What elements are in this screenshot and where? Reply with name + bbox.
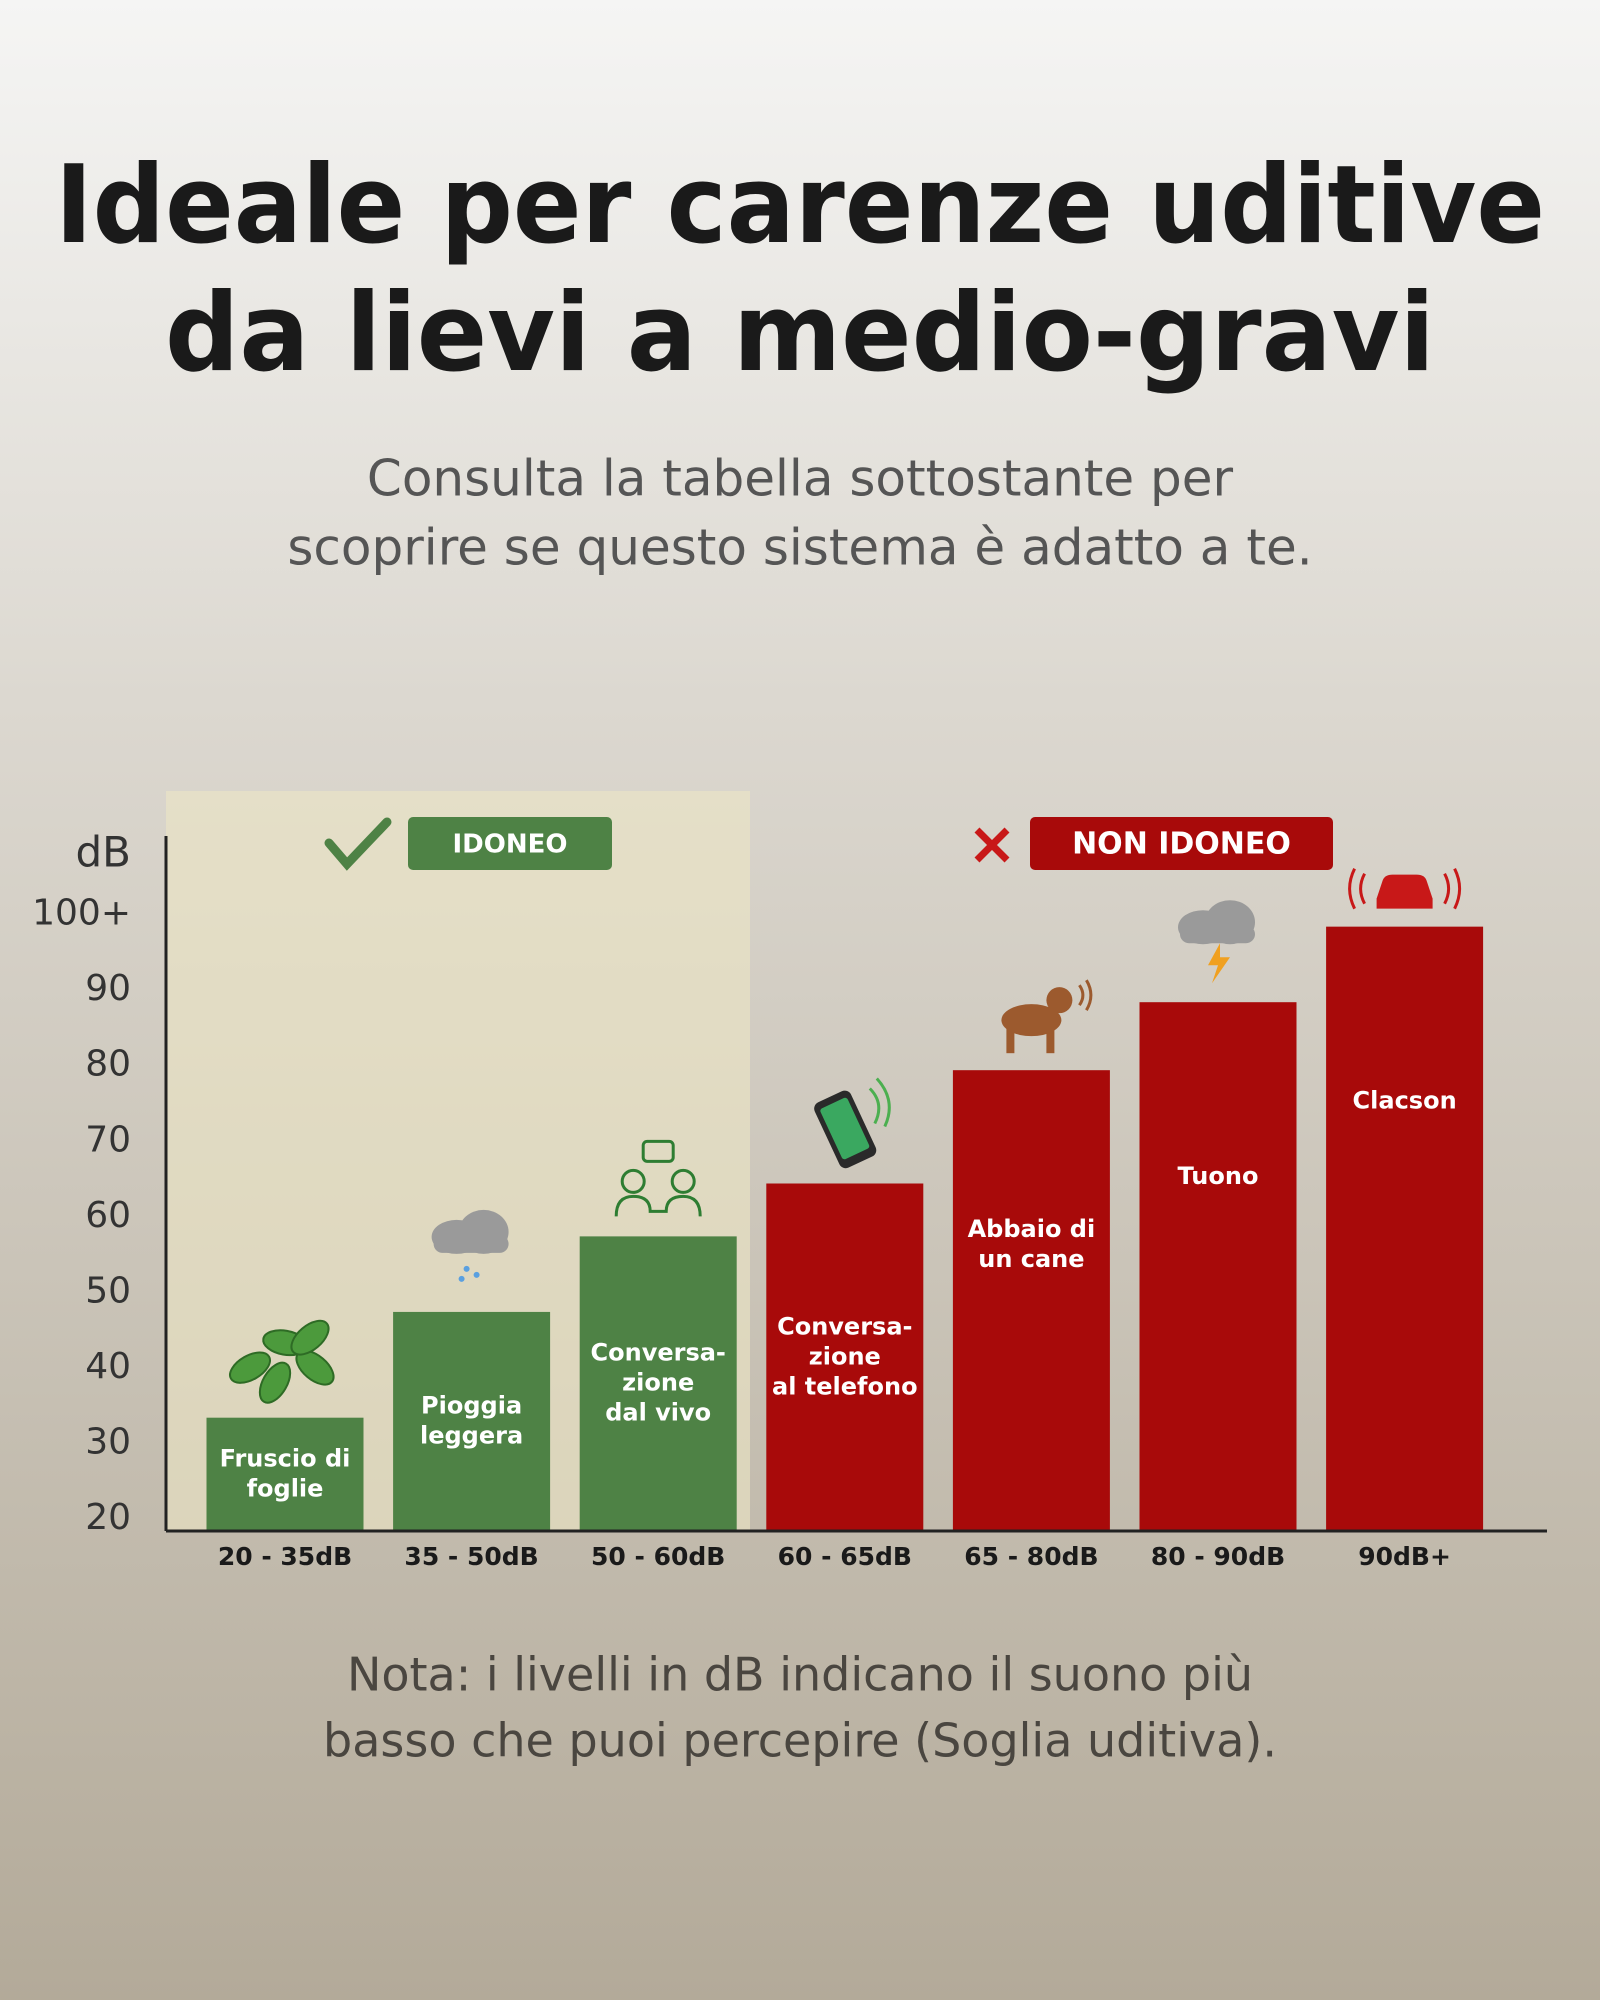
y-tick-label: 90 [85, 968, 131, 1009]
icon-shape [1006, 1025, 1015, 1054]
bar-icon [814, 1077, 891, 1169]
x-tick-label: 35 - 50dB [404, 1542, 538, 1571]
icon-shape [463, 1265, 470, 1272]
x-tick-label: 65 - 80dB [964, 1542, 1098, 1571]
icon-shape [1348, 867, 1462, 910]
y-tick: 30 [85, 1421, 131, 1462]
x-tick-label: 20 - 35dB [218, 1542, 352, 1571]
bar [393, 1311, 551, 1531]
bar-label: Tuono [1178, 1162, 1259, 1190]
icon-shape [1208, 943, 1230, 984]
bar-label: dal vivo [605, 1399, 711, 1427]
icon-shape [473, 1271, 480, 1278]
legend-badge [1030, 817, 1333, 870]
subtitle: scoprire se questo sistema è adatto a te… [287, 519, 1312, 577]
x-tick-label: 90dB+ [1358, 1542, 1451, 1571]
bar [1139, 1002, 1297, 1531]
icon-shape [620, 1168, 646, 1194]
icon-shape [229, 1351, 271, 1384]
y-tick: 80 [85, 1044, 131, 1085]
y-tick-label: 40 [85, 1346, 131, 1387]
bar-icon [1348, 867, 1462, 910]
icon-shape [641, 1139, 675, 1163]
y-tick-label: 30 [85, 1421, 131, 1462]
x-tick-label: 50 - 60dB [591, 1542, 725, 1571]
icon-shape [1046, 1025, 1055, 1054]
y-tick-label: 50 [85, 1270, 131, 1311]
icon-shape [614, 1194, 702, 1217]
icon-shape [258, 1361, 292, 1404]
subtitle: Consulta la tabella sottostante per [367, 450, 1234, 508]
y-tick-label: 20 [85, 1497, 131, 1538]
icon-shape [670, 1168, 696, 1194]
title: Ideale per carenze uditive [55, 143, 1545, 268]
legend-item: IDONEO [324, 817, 612, 871]
legend-item: NON IDONEO [974, 817, 1333, 870]
bar-label: foglie [247, 1474, 324, 1502]
y-axis-label: dB [76, 828, 131, 877]
bar-label: Fruscio di [220, 1444, 351, 1472]
bar-label: Conversa- [777, 1312, 912, 1340]
bar-label: un cane [978, 1245, 1084, 1273]
y-tick-label: 60 [85, 1195, 131, 1236]
icon-shape [290, 1319, 330, 1356]
bar [1326, 926, 1484, 1531]
bar-icon [229, 1319, 335, 1404]
bar [579, 1236, 737, 1531]
icon-shape [1180, 925, 1255, 944]
bar-label: zione [809, 1342, 881, 1370]
legend-icon [974, 827, 1010, 863]
x-tick-label: 80 - 90dB [1151, 1542, 1285, 1571]
legend-icon [324, 817, 392, 871]
y-tick: 90 [85, 968, 131, 1009]
y-tick-label: 80 [85, 1044, 131, 1085]
bar [766, 1183, 924, 1531]
bar [952, 1070, 1110, 1531]
bar [206, 1417, 364, 1531]
bar-icon [614, 1139, 702, 1217]
bar-label: Abbaio di [968, 1215, 1096, 1243]
bar-label: al telefono [772, 1372, 918, 1400]
legend-badge [408, 817, 612, 870]
bar-label: Conversa- [591, 1339, 726, 1367]
y-tick: 100+ [32, 893, 131, 934]
y-tick-label: 70 [85, 1119, 131, 1160]
bar-icon [431, 1209, 509, 1282]
note: Nota: i livelli in dB indicano il suono … [347, 1648, 1253, 1702]
legend-label: IDONEO [453, 830, 568, 860]
icon-shape [1046, 987, 1073, 1014]
y-tick: 20 [85, 1497, 131, 1538]
bar-label: leggera [420, 1421, 523, 1449]
bar-icon [1178, 900, 1255, 984]
bar-icon [1001, 979, 1093, 1054]
y-tick-label: 100+ [32, 893, 131, 934]
legend-label: NON IDONEO [1072, 827, 1291, 862]
title: da lievi a medio-gravi [165, 271, 1435, 396]
icon-shape [433, 1234, 509, 1253]
bar-label: zione [622, 1369, 694, 1397]
icon-shape [1078, 979, 1093, 1011]
icon-shape [458, 1275, 465, 1282]
y-tick: 70 [85, 1119, 131, 1160]
y-tick: 60 [85, 1195, 131, 1236]
icon-shape [820, 1097, 870, 1160]
icon-shape [1376, 874, 1433, 909]
y-tick: 50 [85, 1270, 131, 1311]
x-tick-label: 60 - 65dB [778, 1542, 912, 1571]
note: basso che puoi percepire (Soglia uditiva… [323, 1714, 1277, 1768]
bar-label: Pioggia [421, 1391, 522, 1419]
y-tick: 40 [85, 1346, 131, 1387]
icon-shape [868, 1077, 891, 1128]
bar-label: Clacson [1353, 1087, 1457, 1115]
